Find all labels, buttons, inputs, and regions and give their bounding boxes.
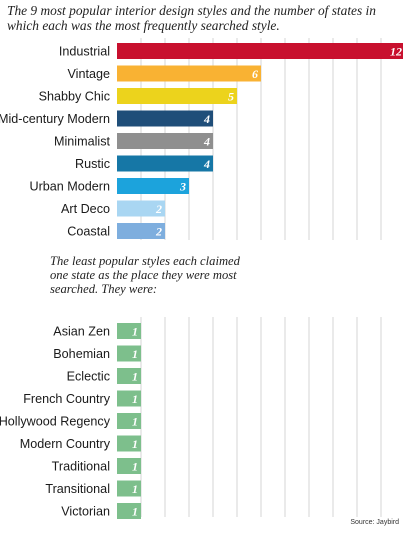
- bar-value-label: 4: [203, 135, 210, 149]
- bar-value-label: 1: [132, 325, 138, 339]
- category-label: Transitional: [45, 482, 110, 496]
- category-label: Urban Modern: [29, 180, 110, 194]
- bar-value-label: 2: [155, 225, 162, 239]
- bar-value-label: 12: [390, 45, 402, 59]
- category-label: Coastal: [67, 225, 110, 239]
- bar: [117, 458, 141, 474]
- bar-value-label: 4: [203, 157, 210, 171]
- category-label: French Country: [23, 392, 110, 406]
- category-label: Eclectic: [67, 370, 110, 384]
- bar-value-label: 4: [203, 112, 210, 126]
- category-label: Art Deco: [61, 202, 110, 216]
- category-label: Vintage: [68, 67, 111, 81]
- bar: [117, 110, 213, 127]
- bar-value-label: 1: [132, 437, 138, 451]
- bar-value-label: 6: [252, 67, 258, 81]
- category-label: Victorian: [61, 505, 110, 519]
- bar: [117, 178, 189, 194]
- bar-value-label: 1: [132, 415, 138, 429]
- bar: [117, 88, 237, 104]
- least-popular-note: The least popular styles each claimed on…: [46, 254, 244, 298]
- category-label: Traditional: [52, 460, 110, 474]
- source-note: Source: Jaybird: [350, 519, 399, 526]
- bar: [117, 413, 141, 429]
- bar: [117, 133, 213, 149]
- bar-value-label: 1: [132, 505, 138, 519]
- category-label: Mid-century Modern: [0, 112, 110, 126]
- bar: [117, 368, 141, 384]
- bar: [117, 435, 141, 452]
- category-label: Bohemian: [53, 347, 110, 361]
- bar: [117, 345, 141, 362]
- bar-value-label: 1: [132, 460, 138, 474]
- bar-value-label: 1: [132, 347, 138, 361]
- bar: [117, 323, 141, 339]
- bars: 12 6 5 4 4 4 3 2 2 1 1 1 1 1 1 1 1 1: [117, 43, 403, 519]
- chart-title: The 9 most popular interior design style…: [7, 3, 376, 33]
- bar: [117, 200, 165, 217]
- bar: [117, 43, 403, 59]
- category-labels: Industrial Vintage Shabby Chic Mid-century …: [0, 45, 111, 519]
- category-label: Industrial: [59, 45, 110, 59]
- category-label: Rustic: [75, 157, 110, 171]
- bar-value-label: 1: [132, 370, 138, 384]
- category-label: Asian Zen: [53, 325, 110, 339]
- category-label: Modern Country: [20, 437, 111, 451]
- bar-value-label: 5: [228, 90, 234, 104]
- bar: [117, 503, 141, 519]
- bar: [117, 223, 165, 239]
- bar: [117, 155, 213, 172]
- bar-value-label: 2: [155, 202, 162, 216]
- bar-value-label: 1: [132, 482, 138, 496]
- bar: [117, 65, 261, 82]
- bar: [117, 480, 141, 497]
- category-label: Hollywood Regency: [0, 415, 111, 429]
- bar-value-label: 3: [179, 180, 186, 194]
- bar-value-label: 1: [132, 392, 138, 406]
- category-label: Shabby Chic: [39, 90, 110, 104]
- bar: [117, 390, 141, 407]
- category-label: Minimalist: [54, 135, 110, 149]
